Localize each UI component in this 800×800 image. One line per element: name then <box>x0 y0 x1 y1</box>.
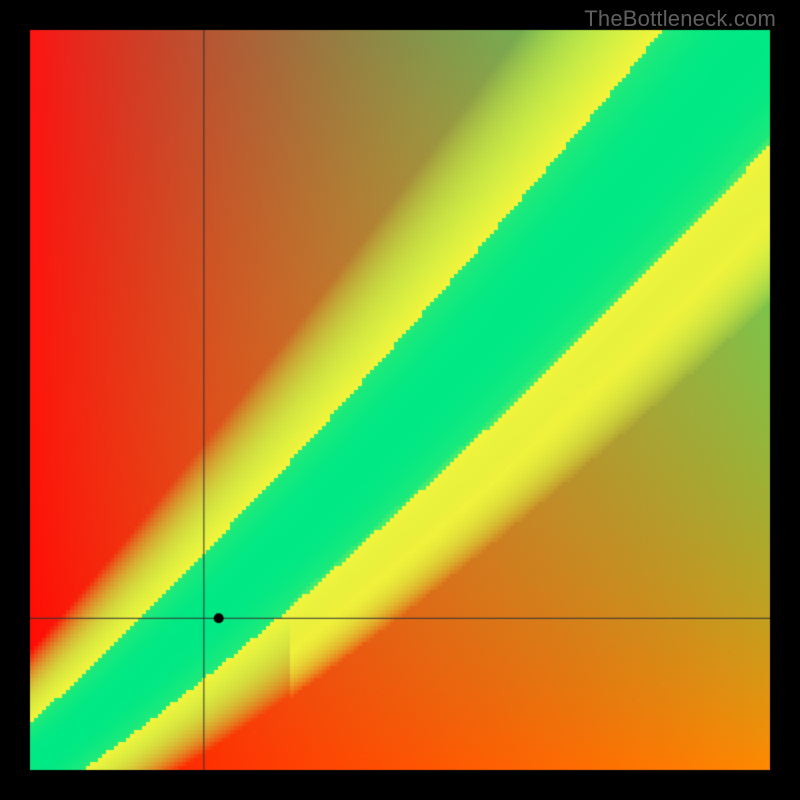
bottleneck-heatmap-canvas <box>0 0 800 800</box>
chart-container: TheBottleneck.com <box>0 0 800 800</box>
watermark-text: TheBottleneck.com <box>584 6 776 32</box>
